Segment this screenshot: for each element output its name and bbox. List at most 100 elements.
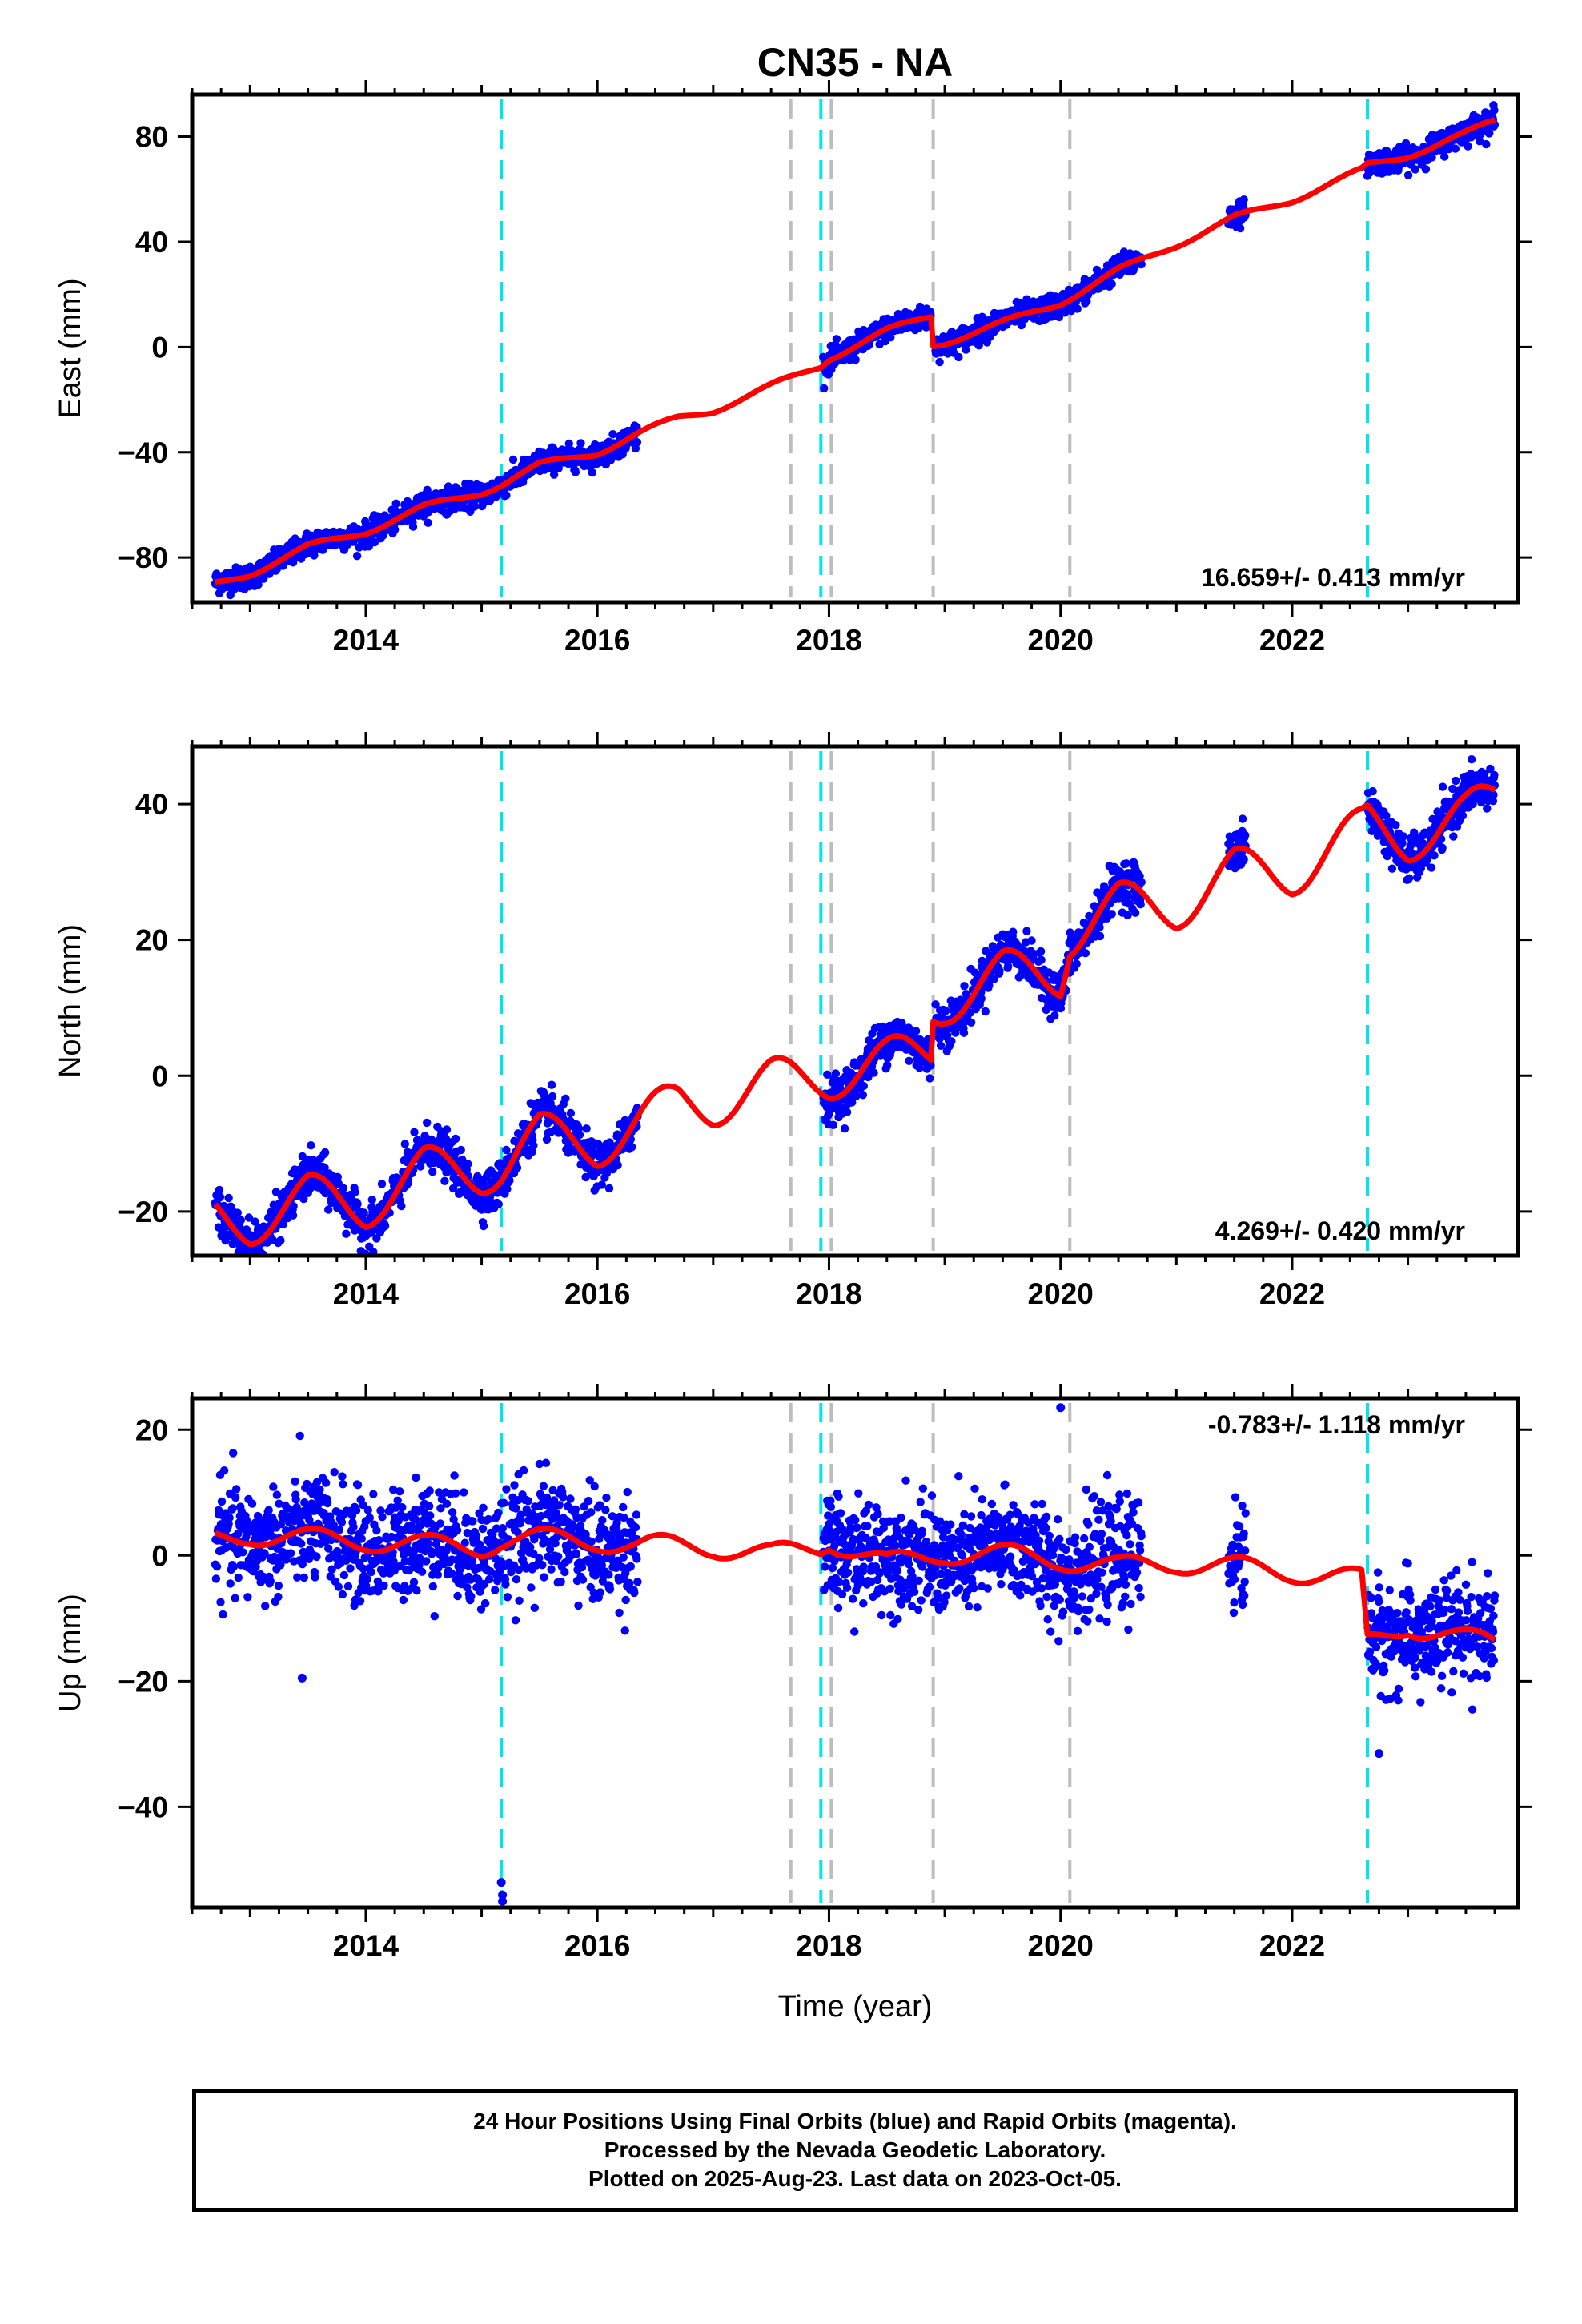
y-tick-label: −20 [118, 1196, 168, 1228]
data-point [1421, 165, 1431, 174]
data-point [966, 1018, 976, 1027]
data-point [1438, 782, 1447, 791]
data-point [1464, 142, 1472, 151]
data-point [215, 1185, 224, 1195]
y-tick-label: 40 [135, 788, 168, 821]
data-point [1003, 962, 1013, 971]
data-point [363, 1574, 371, 1584]
data-point [234, 1573, 243, 1582]
y-tick-label: 40 [135, 226, 168, 259]
data-point [232, 1485, 241, 1494]
data-point [423, 1118, 432, 1128]
data-point [1238, 814, 1247, 823]
data-point [456, 1145, 465, 1155]
data-point [428, 1168, 437, 1176]
data-point [1027, 936, 1036, 945]
data-point [1095, 931, 1105, 941]
data-point [257, 1260, 265, 1268]
model-fit-line-east [213, 117, 1497, 585]
plot-frame-east [190, 92, 1520, 605]
data-point [279, 1220, 288, 1228]
data-point [370, 537, 379, 547]
data-point [571, 468, 580, 476]
x-tick-label: 2020 [1028, 1277, 1094, 1310]
data-points-north [211, 755, 1500, 1268]
data-point [264, 1506, 273, 1514]
data-point [1137, 259, 1146, 269]
data-point [233, 1208, 242, 1217]
data-point [219, 1610, 227, 1619]
data-point [840, 1124, 849, 1133]
data-point [225, 1514, 234, 1522]
data-point [604, 1184, 614, 1193]
data-point [324, 1205, 333, 1214]
data-point [219, 1466, 229, 1475]
data-point [977, 994, 986, 1003]
data-point [299, 1573, 308, 1582]
data-point [935, 357, 944, 367]
data-point [606, 456, 616, 464]
figure-title: CN35 - NA [757, 40, 953, 85]
x-tick-label: 2018 [796, 1277, 861, 1310]
x-tick-label: 2022 [1259, 1277, 1325, 1310]
data-point [339, 1480, 347, 1489]
data-point [339, 1570, 349, 1580]
data-point [259, 574, 268, 583]
data-point [231, 1493, 240, 1502]
data-point [1081, 949, 1090, 958]
data-point [502, 1145, 511, 1155]
data-point [334, 1582, 343, 1591]
data-point [1391, 821, 1400, 830]
data-point [494, 1200, 503, 1209]
data-point [1458, 811, 1468, 820]
data-point [869, 1068, 878, 1077]
y-axis-label-north: North (mm) [54, 924, 87, 1078]
data-point [330, 1468, 339, 1477]
data-point [231, 1594, 239, 1602]
data-point [349, 1522, 358, 1532]
data-point [1440, 152, 1449, 161]
data-point [339, 1184, 348, 1193]
data-point [1123, 911, 1132, 920]
data-point [549, 470, 559, 479]
data-point [274, 1592, 283, 1602]
data-point [1239, 854, 1248, 864]
data-point [391, 499, 400, 508]
data-point [1438, 843, 1447, 852]
data-point [464, 1160, 472, 1168]
data-point [1036, 947, 1046, 956]
data-point [851, 356, 860, 364]
data-point [943, 349, 952, 358]
data-point [608, 430, 617, 439]
data-point [588, 468, 596, 477]
data-point [217, 1497, 227, 1506]
x-tick-label: 2014 [333, 1277, 400, 1310]
data-point [995, 967, 1004, 975]
data-point [911, 1027, 921, 1035]
data-point [215, 1192, 225, 1202]
data-point [338, 1472, 347, 1481]
data-point [352, 552, 362, 561]
data-point [858, 1091, 868, 1100]
data-point [1122, 859, 1131, 868]
data-point [289, 1202, 298, 1211]
data-point [548, 1092, 557, 1101]
data-point [307, 1141, 315, 1150]
data-point [212, 1562, 222, 1571]
data-point [276, 1236, 285, 1245]
data-point [632, 438, 642, 447]
data-point [1430, 851, 1439, 860]
data-point [842, 1108, 852, 1116]
data-point [1387, 864, 1397, 873]
data-point [905, 1056, 913, 1066]
x-tick-label: 2018 [796, 624, 861, 657]
data-point [236, 1216, 245, 1225]
data-point [337, 1518, 347, 1527]
data-point [1107, 910, 1116, 919]
data-points-up [211, 1403, 1500, 1906]
data-point [271, 1188, 281, 1196]
data-point [962, 345, 970, 354]
data-point [831, 1069, 841, 1078]
